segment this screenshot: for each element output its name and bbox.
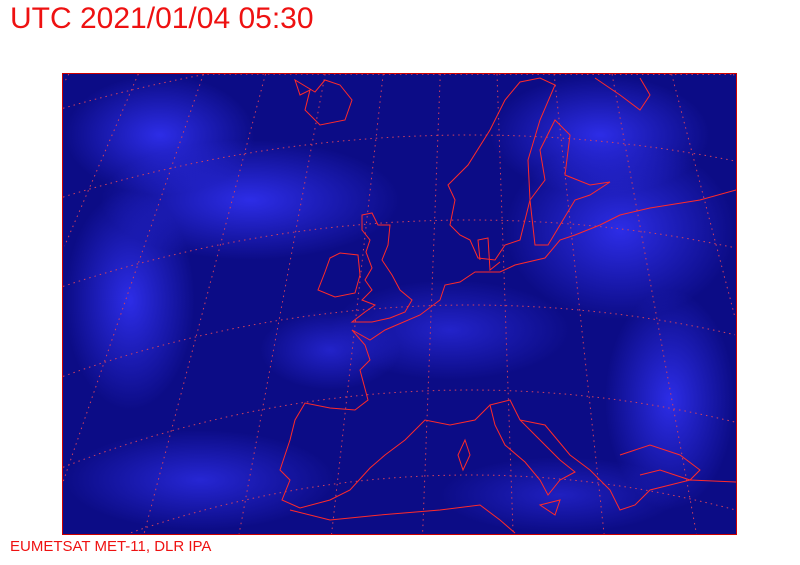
longitude-line (553, 74, 605, 534)
longitude-line (63, 74, 204, 483)
longitude-line (143, 74, 266, 534)
satellite-image (63, 74, 736, 534)
longitude-line (238, 74, 326, 534)
great-britain-coast (350, 212, 413, 323)
longitude-line (733, 74, 736, 79)
coastlines (279, 77, 736, 534)
latitude-line (63, 74, 736, 109)
timestamp-title: UTC 2021/01/04 05:30 (10, 2, 314, 35)
svalbard-coast (594, 77, 651, 111)
iberia-france-coast (279, 329, 491, 509)
longitude-line (671, 74, 736, 319)
denmark-coast (477, 237, 501, 271)
latitude-line (63, 134, 736, 198)
latitude-line (130, 474, 736, 534)
continental-coast (351, 189, 736, 341)
graticule (63, 74, 736, 534)
sicily (538, 499, 561, 516)
black-sea-coast (619, 444, 701, 481)
longitude-line (611, 74, 697, 534)
corsica-sardinia (457, 438, 471, 472)
scandinavia-coast (447, 77, 556, 261)
cloud-layer (65, 75, 735, 533)
latitude-line (63, 219, 736, 287)
iceland-coast (294, 78, 353, 126)
image-credit: EUMETSAT MET-11, DLR IPA (10, 538, 212, 555)
north-africa-coast (289, 504, 516, 534)
satellite-map (62, 73, 737, 535)
longitude-line (331, 74, 384, 534)
longitude-line (64, 74, 139, 247)
ireland-coast (317, 252, 361, 298)
sweden-coast (529, 119, 611, 246)
balkans-coast (519, 419, 736, 511)
